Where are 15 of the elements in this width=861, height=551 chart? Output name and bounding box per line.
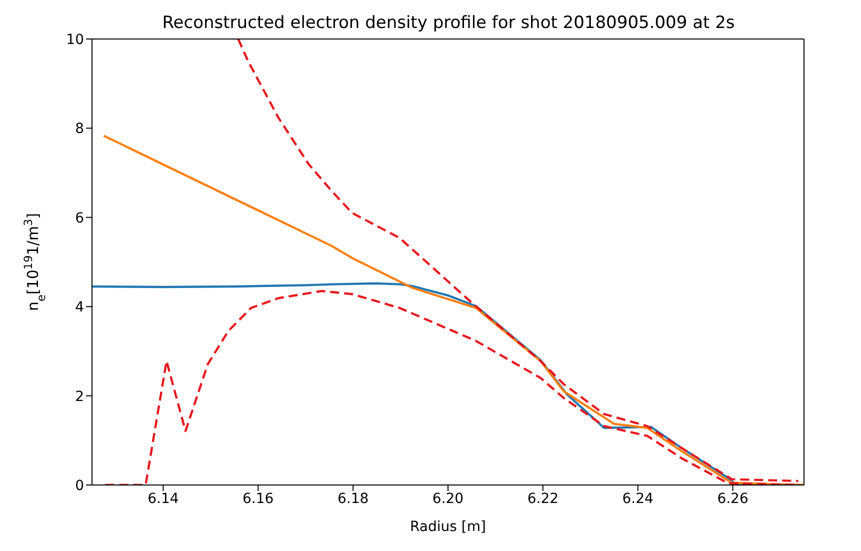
y-tick-label: 10 (66, 32, 84, 48)
x-tick-label: 6.24 (622, 490, 654, 507)
y-tick-label: 8 (75, 121, 84, 138)
chart-title: Reconstructed electron density profile for shot 20180905.009 at 2s (162, 13, 735, 33)
y-tick-label: 0 (75, 478, 84, 494)
y-tick-label: 4 (75, 300, 84, 316)
y-tick-label: 2 (75, 388, 84, 405)
y-tick-label: 6 (75, 210, 84, 226)
x-tick-label: 6.18 (337, 490, 369, 507)
x-tick-label: 6.14 (148, 490, 179, 507)
x-tick-label: 6.16 (242, 490, 274, 507)
x-tick-label: 6.26 (717, 490, 748, 507)
x-tick-label: 6.22 (527, 490, 559, 507)
x-axis-title: Radius [m] (410, 519, 486, 535)
x-tick-label: 6.20 (432, 490, 464, 507)
